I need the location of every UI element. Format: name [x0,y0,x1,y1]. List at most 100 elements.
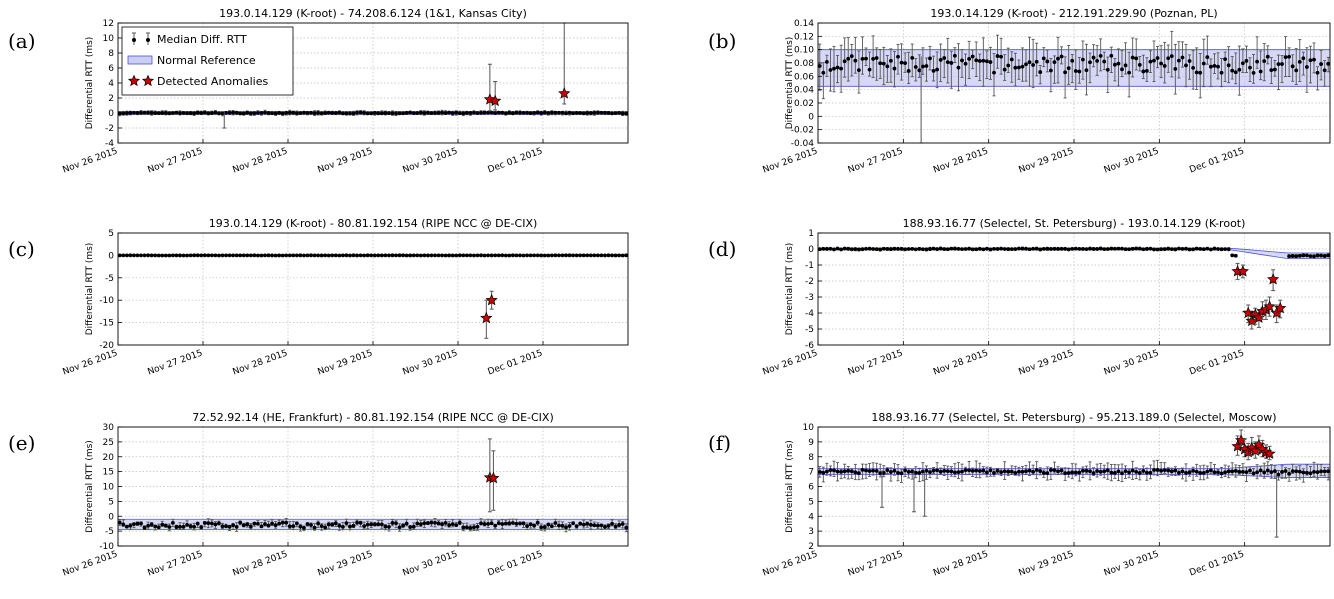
median-point [181,524,186,529]
median-point [842,59,847,64]
median-point [344,521,349,525]
median-point [245,110,250,115]
median-point [835,469,840,474]
median-point [224,524,228,529]
median-point [255,521,260,526]
median-point [1088,469,1092,474]
median-point [610,521,614,526]
median-point [128,253,133,258]
median-point [170,253,175,258]
median-point [906,69,911,73]
panel-b: -0.04 -0.02 0 0.02 0.04 0.06 0.08 0.10 0.12 0.14 N… [708,7,1331,176]
y-tick-label: 30 [103,423,115,433]
median-point [252,111,257,116]
median-point [224,110,228,115]
median-point [1041,471,1046,475]
median-point [401,523,406,528]
median-point [867,246,872,251]
median-point [1073,246,1078,251]
x-tick-label: Nov 28 2015 [932,146,990,175]
median-point [280,111,285,116]
median-point [967,468,972,473]
median-point [1312,254,1316,259]
median-point [1162,64,1167,68]
y-tick-label: -6 [805,341,814,351]
median-point [1052,60,1057,65]
median-point [1159,247,1164,252]
median-point [255,111,260,115]
median-point [514,521,519,526]
median-point [319,524,324,528]
panel-label: (e) [8,431,35,455]
median-point [1226,469,1231,474]
median-point [124,111,129,116]
median-point [938,58,943,62]
median-point [928,247,932,251]
median-point [1237,469,1242,474]
median-point [557,523,561,528]
y-tick-label: -2 [105,124,114,134]
median-point [507,521,512,526]
median-point [539,525,544,530]
panel-title: 188.93.16.77 (Selectel, St. Petersburg) … [871,411,1276,424]
median-point [124,253,129,258]
median-point [1155,468,1160,472]
median-point [1073,69,1078,73]
panel-title: 72.52.92.14 (HE, Frankfurt) - 80.81.192.… [192,411,554,424]
y-tick-label: 5 [808,497,814,507]
median-point [358,521,363,525]
x-tick-label: Dec 01 2015 [1188,348,1245,377]
median-point [1102,469,1107,474]
median-point [999,54,1004,59]
median-point [924,247,929,252]
median-point [521,111,526,115]
median-point [457,520,462,525]
median-point [401,111,406,116]
median-point [220,111,225,116]
median-point [528,253,533,258]
median-point [1027,60,1032,65]
median-point [1105,247,1110,251]
median-point [450,111,455,116]
anomaly-star [1242,306,1255,319]
median-point [1301,253,1306,258]
median-point [1116,61,1121,66]
median-point [358,253,363,258]
median-point [1297,253,1302,258]
median-point [1166,56,1171,61]
median-point [942,247,947,251]
median-point [1162,468,1167,472]
median-point [206,253,211,258]
median-point [1031,63,1036,67]
median-point [472,525,476,530]
median-point [1187,59,1192,63]
median-point [461,525,466,530]
median-point [1009,469,1014,474]
median-point [1226,63,1231,68]
median-point [149,522,154,527]
median-point [500,522,505,526]
median-point [1052,247,1057,251]
median-point [326,253,331,258]
median-point [1312,470,1316,474]
median-point [1134,56,1139,61]
median-point [560,253,565,258]
median-point [319,253,324,258]
median-point [1098,246,1103,251]
median-point [1304,65,1309,69]
median-point [411,253,416,258]
y-axis-label: Differential RTT (ms) [85,440,95,533]
median-point [849,469,854,474]
median-point [1240,61,1245,66]
median-point [1166,246,1171,251]
median-point [142,110,147,115]
median-point [1287,54,1292,59]
median-point [521,521,526,526]
median-point [1152,247,1156,252]
y-tick-label: 8 [108,49,114,59]
median-point [344,253,349,258]
median-point [284,110,289,115]
median-point [1059,468,1064,473]
median-point [514,253,519,258]
median-point [1020,246,1025,251]
